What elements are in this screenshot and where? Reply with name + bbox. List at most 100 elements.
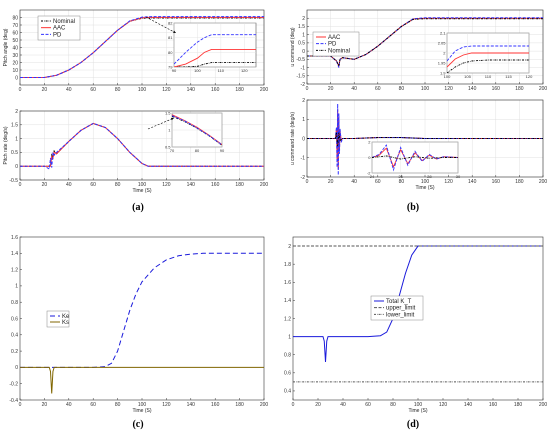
panel-label-c: (c) bbox=[132, 419, 143, 430]
x-tick-label: 120 bbox=[162, 402, 171, 408]
inset-x-tick-label: 70 bbox=[170, 148, 175, 153]
y-tick-label: 0.5 bbox=[298, 41, 305, 47]
inset-y-tick-label: 82 bbox=[168, 21, 173, 26]
y-tick-label: 50 bbox=[12, 38, 18, 44]
y-tick-label: 0.6 bbox=[284, 371, 291, 377]
legend-label: upper_limit bbox=[386, 306, 416, 312]
inset-series-line bbox=[174, 48, 256, 67]
x-tick-label: 20 bbox=[328, 86, 334, 92]
x-tick-label: 180 bbox=[515, 179, 524, 185]
x-tick-label: 0 bbox=[19, 182, 22, 188]
x-tick-label: 160 bbox=[211, 182, 220, 188]
x-tick-label: 100 bbox=[421, 86, 430, 92]
y-tick-label: 0 bbox=[15, 164, 18, 170]
inset-x-tick-label: 90 bbox=[172, 68, 177, 73]
legend-label: AAC bbox=[328, 35, 341, 41]
x-tick-label: 0 bbox=[292, 402, 295, 408]
x-tick-label: 80 bbox=[399, 86, 405, 92]
y-axis-label: Pitch angle (deg) bbox=[3, 28, 9, 66]
subplot-d: 0 20 40 60 80 100 120 140 160 180 200 0.4 0.6 0.8 1 1.2… bbox=[284, 236, 547, 414]
y-tick-label: -2 bbox=[301, 175, 306, 181]
inset-series-line bbox=[172, 115, 222, 146]
x-tick-label: 160 bbox=[211, 87, 220, 93]
inset-y-tick-label: 2 bbox=[443, 51, 446, 56]
x-tick-label: 180 bbox=[235, 402, 244, 408]
y-tick-label: -0.2 bbox=[9, 382, 18, 388]
x-tick-label: 180 bbox=[235, 87, 244, 93]
x-tick-label: 100 bbox=[138, 87, 147, 93]
y-tick-label: 1 bbox=[302, 117, 305, 123]
y-tick-label: -1.5 bbox=[296, 74, 305, 80]
x-tick-label: 200 bbox=[260, 182, 269, 188]
x-tick-label: 100 bbox=[421, 179, 430, 185]
legend-label: Ks bbox=[62, 320, 69, 326]
y-tick-label: 2 bbox=[302, 16, 305, 22]
inset-x-tick-label: 90 bbox=[220, 148, 225, 153]
x-tick-label: 140 bbox=[468, 86, 477, 92]
y-tick-label: 1.5 bbox=[11, 123, 18, 129]
series-line-nominal bbox=[307, 132, 543, 147]
x-tick-label: 0 bbox=[306, 179, 309, 185]
x-tick-label: 160 bbox=[492, 86, 501, 92]
inset-y-tick-label: -2 bbox=[367, 171, 371, 176]
x-tick-label: 40 bbox=[66, 182, 72, 188]
y-tick-label: -1 bbox=[301, 65, 306, 71]
legend-label: Nominal bbox=[328, 48, 350, 54]
x-tick-label: 0 bbox=[19, 402, 22, 408]
y-tick-label: 1.5 bbox=[298, 24, 305, 30]
x-tick-label: 120 bbox=[162, 87, 171, 93]
subplot-a-angle: 0 20 40 60 80 100 120 140 160 180 2000102030405060… bbox=[3, 9, 268, 93]
x-axis-label: Time (S) bbox=[133, 188, 152, 194]
inset-x-tick-label: 28 bbox=[427, 174, 432, 179]
x-tick-label: 40 bbox=[351, 86, 357, 92]
legend-label: PD bbox=[328, 42, 337, 48]
x-tick-label: 200 bbox=[539, 86, 548, 92]
x-tick-label: 80 bbox=[115, 402, 121, 408]
y-tick-label: 2 bbox=[302, 98, 305, 104]
inset-x-tick-label: 100 bbox=[194, 68, 201, 73]
y-tick-label: 80 bbox=[12, 15, 18, 21]
inset-x-tick-label: 120 bbox=[241, 68, 248, 73]
series-line-ks bbox=[20, 366, 264, 394]
inset-y-tick-label: 2 bbox=[368, 140, 371, 145]
inset-series-line bbox=[447, 45, 529, 62]
x-tick-label: 140 bbox=[468, 179, 477, 185]
x-axis-label: Time (S) bbox=[133, 408, 152, 414]
inset-y-tick-label: 1.9 bbox=[440, 71, 446, 76]
y-tick-label: 20 bbox=[12, 60, 18, 66]
y-tick-label: 0.5 bbox=[11, 150, 18, 156]
series-line-pd bbox=[307, 103, 543, 176]
y-tick-label: 0 bbox=[15, 75, 18, 81]
inset-y-tick-label: 80 bbox=[168, 50, 173, 55]
inset: 70 80 90 0.5 1 1.5 bbox=[165, 111, 225, 154]
y-tick-label: 2 bbox=[15, 109, 18, 115]
inset-y-tick-label: 79 bbox=[168, 65, 173, 70]
panel-label-a: (a) bbox=[132, 202, 144, 213]
series-line-ke bbox=[20, 252, 264, 368]
y-tick-label: 0.4 bbox=[11, 333, 18, 339]
y-tick-label: 0 bbox=[302, 49, 305, 55]
inset-y-tick-label: 0.5 bbox=[165, 145, 171, 150]
zoom-arrow-head bbox=[173, 30, 176, 33]
y-tick-label: 0.8 bbox=[11, 300, 18, 306]
y-tick-label: 10 bbox=[12, 68, 18, 74]
x-tick-label: 60 bbox=[365, 402, 371, 408]
y-axis-label: Pitch rate (deg/s) bbox=[3, 126, 9, 164]
y-tick-label: 1.8 bbox=[284, 262, 291, 268]
x-tick-label: 120 bbox=[162, 182, 171, 188]
inset-y-tick-label: 1.5 bbox=[165, 111, 171, 116]
inset-series bbox=[447, 45, 529, 73]
inset-series bbox=[372, 144, 458, 172]
x-tick-label: 60 bbox=[90, 182, 96, 188]
y-tick-label: 1 bbox=[15, 284, 18, 290]
x-tick-label: 100 bbox=[138, 402, 147, 408]
inset-x-tick-label: 120 bbox=[526, 74, 533, 79]
inset: 90 100 110 120 79 80 81 82 bbox=[168, 21, 257, 73]
x-tick-label: 160 bbox=[489, 402, 498, 408]
series-line-nominal bbox=[20, 17, 264, 78]
inset-series bbox=[172, 114, 222, 146]
y-tick-label: -0.5 bbox=[9, 178, 18, 184]
inset-x-tick-label: 30 bbox=[456, 174, 461, 179]
